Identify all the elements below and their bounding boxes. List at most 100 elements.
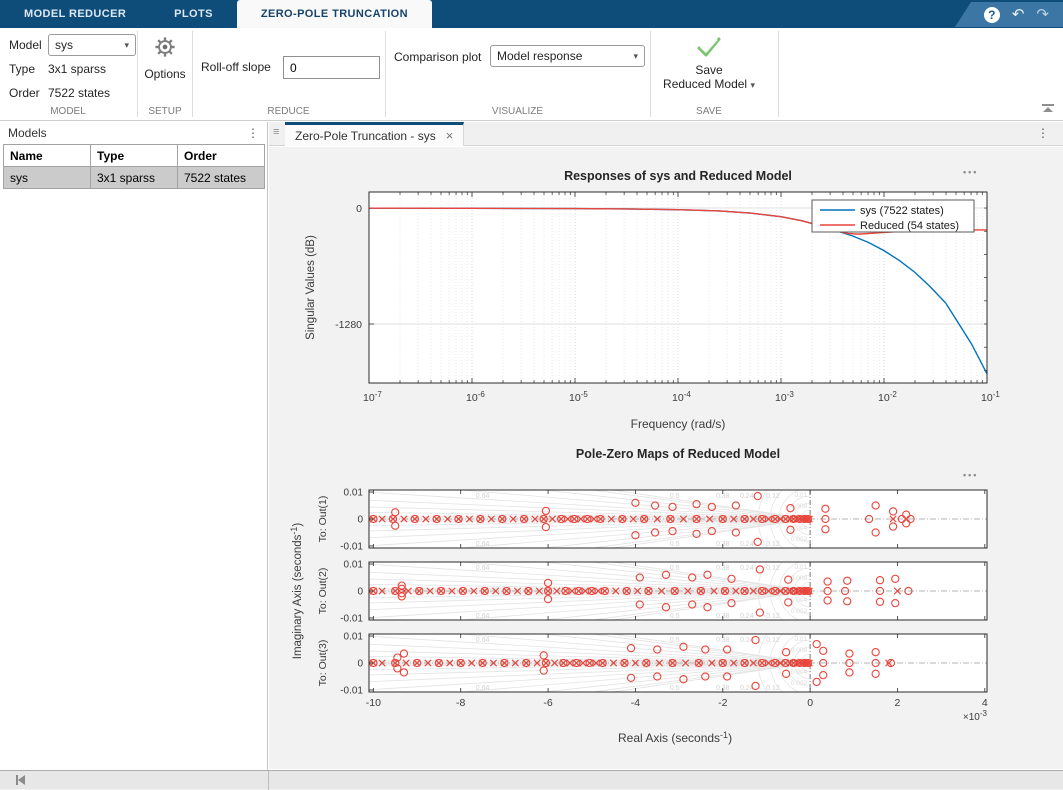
plot1-options-icon[interactable]: •••	[963, 167, 978, 177]
collapse-ribbon-button[interactable]	[1042, 104, 1054, 112]
svg-text:0.24: 0.24	[740, 565, 754, 572]
y-tick-label: 0	[357, 587, 363, 598]
y-tick-label: -0.01	[340, 614, 363, 625]
svg-text:0.38: 0.38	[716, 493, 730, 500]
undo-icon[interactable]: ↶	[1012, 7, 1025, 22]
x-tick-label: 10-7	[363, 390, 382, 404]
models-table: NameTypeOrder sys3x1 sparss7522 states	[3, 144, 265, 189]
svg-text:0.38: 0.38	[716, 637, 730, 644]
plot2-options-icon[interactable]: •••	[963, 470, 978, 480]
toolstrip-tab-zero-pole-truncation[interactable]: ZERO-POLE TRUNCATION	[237, 0, 432, 28]
models-table-body: sys3x1 sparss7522 states	[4, 167, 265, 189]
grip-icon[interactable]: ≡	[273, 126, 279, 138]
x-tick-label: -4	[631, 697, 640, 709]
svg-text:0.38: 0.38	[716, 565, 730, 572]
comparison-plot-dropdown[interactable]: Model response ▾	[490, 45, 645, 67]
models-panel-header: Models ⋮	[0, 122, 267, 144]
chevron-down-icon: ▾	[124, 40, 129, 51]
ribbon-separator	[385, 31, 386, 117]
svg-text:0.12: 0.12	[766, 493, 780, 500]
svg-text:0.5: 0.5	[670, 637, 680, 644]
svg-text:0.12: 0.12	[766, 685, 780, 692]
model-dropdown[interactable]: sys ▾	[48, 34, 136, 56]
svg-text:0.5: 0.5	[670, 565, 680, 572]
svg-text:0.008: 0.008	[791, 647, 808, 654]
legend[interactable]: sys (7522 states)Reduced (54 states)	[812, 200, 974, 232]
save-reduced-model-button[interactable]: Save Reduced Model ▾	[648, 36, 770, 91]
plot1-ylabel: Singular Values (dB)	[305, 235, 317, 340]
svg-text:0.64: 0.64	[476, 685, 490, 692]
svg-text:0.5: 0.5	[670, 685, 680, 692]
x-tick-label: 4	[982, 697, 988, 709]
row-label-out3: To: Out(3)	[317, 640, 329, 687]
models-table-header-row: NameTypeOrder	[4, 145, 265, 167]
rolloff-input[interactable]	[283, 56, 380, 79]
statusbar-divider	[268, 771, 269, 790]
row-label-out2: To: Out(2)	[317, 568, 329, 615]
column-header[interactable]: Type	[91, 145, 178, 167]
plot2-xlabel: Real Axis (seconds-1)	[618, 730, 732, 745]
docstrip-menu-icon[interactable]: ⋮	[1037, 126, 1049, 140]
y-tick-label: -1280	[335, 319, 362, 331]
save-button-line1: Save	[648, 63, 770, 77]
svg-text:0.12: 0.12	[766, 541, 780, 548]
y-tick-label: 0.01	[344, 488, 364, 499]
document-tab-strip: ≡ Zero-Pole Truncation - sys × ⋮	[269, 122, 1063, 146]
save-button-line2: Reduced Model ▾	[648, 77, 770, 91]
x-multiplier: ×10-3	[963, 709, 988, 723]
pole-zero-maps-chart: Pole-Zero Maps of Reduced Model 0.64 0.64 0…	[269, 440, 1062, 758]
options-button-label: Options	[134, 67, 196, 81]
comparison-plot-label: Comparison plot	[394, 50, 481, 64]
models-panel-title: Models	[8, 126, 47, 140]
x-tick-label: 10-4	[672, 390, 691, 404]
redo-icon[interactable]: ↷	[1036, 7, 1049, 22]
svg-text:0.24: 0.24	[740, 613, 754, 620]
y-tick-label: 0	[357, 659, 363, 670]
order-value: 7522 states	[48, 86, 110, 100]
svg-text:0.12: 0.12	[766, 565, 780, 572]
model-label: Model	[9, 38, 42, 52]
plot1-title: Responses of sys and Reduced Model	[564, 169, 792, 183]
svg-text:0.64: 0.64	[476, 637, 490, 644]
svg-text:0.002: 0.002	[791, 680, 808, 687]
chevron-down-icon: ▾	[633, 51, 638, 62]
status-bar	[0, 770, 1063, 789]
svg-text:0.24: 0.24	[740, 493, 754, 500]
panel-menu-icon[interactable]: ⋮	[247, 126, 259, 140]
table-row[interactable]: sys3x1 sparss7522 states	[4, 167, 265, 189]
svg-text:0.008: 0.008	[791, 575, 808, 582]
toolstrip-tab-plots[interactable]: PLOTS	[150, 0, 237, 28]
singular-values-chart: 0-128010-710-610-510-410-310-210-1sys (7…	[269, 147, 1062, 440]
legend-entry: sys (7522 states)	[860, 205, 944, 217]
y-tick-label: 0	[356, 203, 362, 215]
section-label-model: MODEL	[20, 106, 116, 117]
options-button[interactable]: Options	[134, 36, 196, 81]
y-tick-label: -0.01	[340, 542, 363, 553]
chevron-down-icon: ▾	[750, 80, 755, 90]
y-tick-label: 0	[357, 515, 363, 526]
toolstrip-tab-model-reducer[interactable]: MODEL REDUCER	[0, 0, 150, 28]
svg-text:0.64: 0.64	[476, 541, 490, 548]
column-header[interactable]: Name	[4, 145, 91, 167]
svg-text:0.002: 0.002	[791, 536, 808, 543]
x-tick-label: -6	[543, 697, 552, 709]
y-tick-label: 0.01	[344, 632, 364, 643]
x-tick-label: 10-6	[466, 390, 485, 404]
toolstrip-tab-bar: MODEL REDUCER PLOTS ZERO-POLE TRUNCATION…	[0, 0, 1063, 28]
y-tick-label: -0.01	[340, 686, 363, 697]
x-tick-label: -10	[366, 697, 381, 709]
help-icon[interactable]: ?	[984, 7, 1000, 23]
x-tick-label: 10-1	[981, 390, 1000, 404]
ribbon: Model sys ▾ Type 3x1 sparss Order 7522 s…	[0, 28, 1063, 121]
rolloff-label: Roll-off slope	[201, 60, 271, 74]
type-label: Type	[9, 62, 35, 76]
column-header[interactable]: Order	[178, 145, 265, 167]
svg-text:0.24: 0.24	[740, 541, 754, 548]
document-tab-zero-pole-truncation[interactable]: Zero-Pole Truncation - sys ×	[285, 122, 464, 146]
collapse-panel-icon[interactable]	[16, 775, 25, 785]
svg-text:0.64: 0.64	[476, 493, 490, 500]
plot1-xlabel: Frequency (rad/s)	[631, 417, 726, 431]
plot2-title: Pole-Zero Maps of Reduced Model	[576, 447, 780, 461]
svg-text:0.01: 0.01	[794, 564, 807, 571]
close-icon[interactable]: ×	[446, 128, 454, 143]
